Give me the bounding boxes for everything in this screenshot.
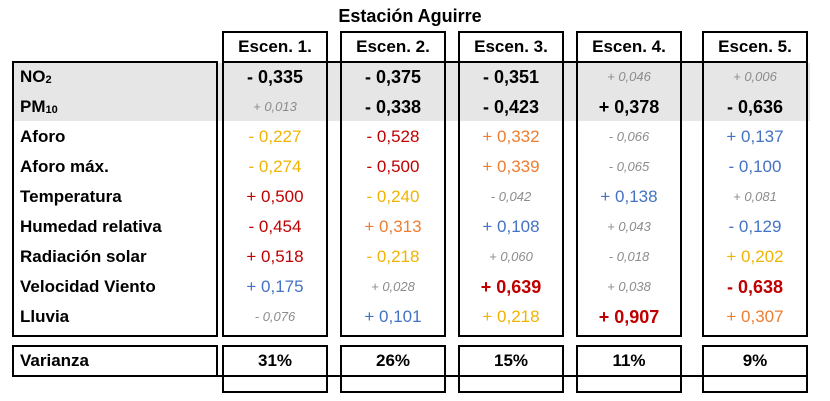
value-cell: - 0,227 bbox=[248, 127, 302, 146]
value-cell: - 0,351 bbox=[482, 67, 540, 87]
value-cell: + 0,218 bbox=[482, 307, 540, 326]
value-cell: + 0,907 bbox=[598, 307, 660, 327]
variance-label: Varianza bbox=[20, 351, 89, 370]
value-cell: + 0,639 bbox=[480, 277, 542, 297]
value-cell: - 0,100 bbox=[728, 157, 782, 176]
value-cell: - 0,528 bbox=[366, 127, 420, 146]
variance-box-3 bbox=[458, 345, 564, 393]
value-cell: - 0,454 bbox=[248, 217, 302, 236]
row-label-no2: NO2 bbox=[20, 67, 52, 86]
column-box-2 bbox=[340, 31, 446, 337]
variance-value-3: 15% bbox=[493, 351, 529, 370]
value-cell: - 0,065 bbox=[608, 159, 650, 174]
value-cell: - 0,638 bbox=[726, 277, 784, 297]
value-cell: + 0,138 bbox=[600, 187, 658, 206]
value-cell: - 0,335 bbox=[246, 67, 304, 87]
variance-divider bbox=[12, 375, 808, 377]
value-cell: + 0,313 bbox=[364, 217, 422, 236]
value-cell: - 0,423 bbox=[482, 97, 540, 117]
labels-column-box bbox=[12, 61, 218, 337]
column-box-1 bbox=[222, 31, 328, 337]
variance-box-4 bbox=[576, 345, 682, 393]
value-cell: - 0,274 bbox=[248, 157, 302, 176]
scenario-header-4: Escen. 4. bbox=[592, 37, 666, 56]
row-label-radiacion: Radiación solar bbox=[20, 247, 147, 266]
value-cell: - 0,018 bbox=[608, 249, 650, 264]
value-cell: - 0,129 bbox=[728, 217, 782, 236]
value-cell: + 0,378 bbox=[598, 97, 660, 117]
value-cell: - 0,375 bbox=[364, 67, 422, 87]
value-cell: + 0,101 bbox=[364, 307, 422, 326]
row-label-aforo-max: Aforo máx. bbox=[20, 157, 109, 176]
value-cell: - 0,076 bbox=[254, 309, 296, 324]
value-cell: - 0,042 bbox=[490, 189, 532, 204]
row-label-temperatura: Temperatura bbox=[20, 187, 122, 206]
row-label-humedad: Humedad relativa bbox=[20, 217, 162, 236]
column-box-5 bbox=[702, 31, 808, 337]
highlight-band bbox=[14, 63, 810, 121]
value-cell: - 0,500 bbox=[366, 157, 420, 176]
value-cell: + 0,137 bbox=[726, 127, 784, 146]
value-cell: + 0,202 bbox=[726, 247, 784, 266]
value-cell: + 0,500 bbox=[246, 187, 304, 206]
variance-box-2 bbox=[340, 345, 446, 393]
value-cell: + 0,175 bbox=[246, 277, 304, 296]
value-cell: + 0,518 bbox=[246, 247, 304, 266]
station-title: Estación Aguirre bbox=[338, 6, 482, 26]
value-cell: + 0,081 bbox=[733, 189, 777, 204]
column-box-4 bbox=[576, 31, 682, 337]
column-box-3 bbox=[458, 31, 564, 337]
value-cell: + 0,013 bbox=[253, 99, 297, 114]
variance-value-1: 31% bbox=[257, 351, 293, 370]
variance-box-5 bbox=[702, 345, 808, 393]
variance-value-5: 9% bbox=[742, 351, 768, 370]
scenario-header-5: Escen. 5. bbox=[718, 37, 792, 56]
value-cell: + 0,006 bbox=[733, 69, 777, 84]
value-cell: - 0,636 bbox=[726, 97, 784, 117]
variance-box-1 bbox=[222, 345, 328, 393]
value-cell: + 0,043 bbox=[607, 219, 651, 234]
variance-value-2: 26% bbox=[375, 351, 411, 370]
value-cell: - 0,240 bbox=[366, 187, 420, 206]
row-label-pm10: PM10 bbox=[20, 97, 58, 116]
row-label-viento: Velocidad Viento bbox=[20, 277, 156, 296]
value-cell: + 0,028 bbox=[371, 279, 415, 294]
value-cell: + 0,046 bbox=[607, 69, 651, 84]
row-label-lluvia: Lluvia bbox=[20, 307, 70, 326]
header-divider bbox=[222, 61, 808, 63]
value-cell: + 0,038 bbox=[607, 279, 651, 294]
value-cell: - 0,218 bbox=[366, 247, 420, 266]
row-label-aforo: Aforo bbox=[20, 127, 66, 146]
value-cell: - 0,066 bbox=[608, 129, 650, 144]
scenario-header-2: Escen. 2. bbox=[356, 37, 430, 56]
value-cell: + 0,108 bbox=[482, 217, 540, 236]
value-cell: + 0,332 bbox=[482, 127, 540, 146]
scenario-header-3: Escen. 3. bbox=[474, 37, 548, 56]
scenario-header-1: Escen. 1. bbox=[238, 37, 312, 56]
value-cell: + 0,339 bbox=[482, 157, 540, 176]
value-cell: + 0,060 bbox=[489, 249, 533, 264]
value-cell: + 0,307 bbox=[726, 307, 784, 326]
variance-value-4: 11% bbox=[612, 351, 646, 370]
value-cell: - 0,338 bbox=[364, 97, 422, 117]
